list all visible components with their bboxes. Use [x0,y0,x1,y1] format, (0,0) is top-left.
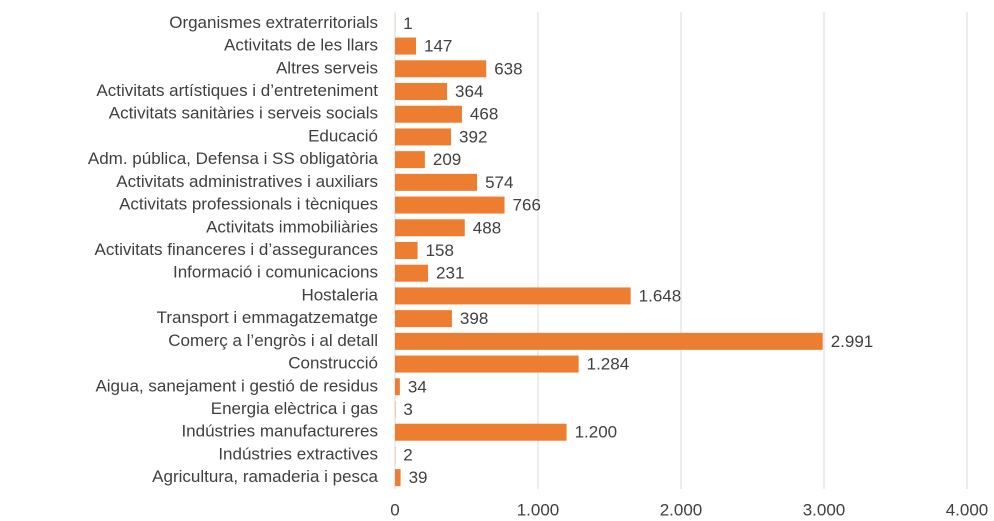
category-label: Activitats sanitàries i serveis socials [109,104,378,123]
bar [395,264,429,282]
value-label: 2 [403,445,412,464]
category-label: Activitats financeres i d’assegurances [95,240,378,259]
category-label: Construcció [288,354,378,373]
category-label: Educació [308,126,378,145]
value-label: 34 [408,377,427,396]
category-label: Informació i comunicacions [173,263,378,282]
bar [395,332,823,350]
value-label: 1 [403,14,412,33]
value-label: 488 [473,218,501,237]
value-label: 392 [459,127,487,146]
bar [395,469,401,487]
bar [395,242,418,259]
bar [395,219,465,237]
x-tick-label: 2.000 [660,500,703,519]
category-label: Altres serveis [276,58,378,77]
category-label: Activitats administratives i auxiliars [116,172,378,191]
category-label: Activitats professionals i tècniques [119,195,378,214]
x-tick-label: 3.000 [803,500,846,519]
value-label: 147 [424,37,452,56]
category-label: Comerç a l’engròs i al detall [168,331,378,350]
category-label: Indústries extractives [218,444,378,463]
x-tick-label: 1.000 [517,500,560,519]
value-label: 364 [455,82,483,101]
category-label: Indústries manufactureres [181,422,378,441]
value-label: 1.284 [587,355,630,374]
bar [395,196,505,214]
x-tick-label: 4.000 [946,500,989,519]
category-label: Energia elèctrica i gas [211,399,378,418]
category-label: Aigua, sanejament i gestió de residus [95,376,378,395]
category-label: Activitats artístiques i d’entreteniment [96,81,378,100]
bar [395,83,448,100]
value-label: 398 [460,309,488,328]
bar [395,173,478,191]
bar [395,105,462,123]
value-label: 574 [485,173,513,192]
value-label: 638 [494,59,522,78]
value-label: 2.991 [831,332,874,351]
category-label: Adm. pública, Defensa i SS obligatòria [88,149,379,168]
bar [395,378,400,396]
bar [395,287,631,305]
value-label: 209 [433,150,461,169]
category-label: Hostaleria [301,285,378,304]
category-label: Activitats de les llars [224,36,378,55]
bar [395,60,487,78]
category-label: Organismes extraterritorials [169,13,378,32]
value-label: 1.648 [639,286,682,305]
x-tick-label: 0 [390,500,399,519]
category-label: Activitats immobiliàries [206,217,378,236]
category-label: Transport i emmagatzematge [157,308,378,327]
bar [395,128,452,146]
value-label: 39 [409,468,428,487]
bar [395,423,567,441]
bar [395,310,452,328]
value-label: 231 [436,264,464,283]
bar [395,355,579,373]
value-label: 158 [426,241,454,260]
value-label: 1.200 [575,423,618,442]
bar [395,37,417,55]
value-label: 468 [470,105,498,124]
category-label: Agricultura, ramaderia i pesca [152,467,378,486]
value-label: 3 [403,400,412,419]
bar [395,151,425,169]
value-label: 766 [513,196,541,215]
